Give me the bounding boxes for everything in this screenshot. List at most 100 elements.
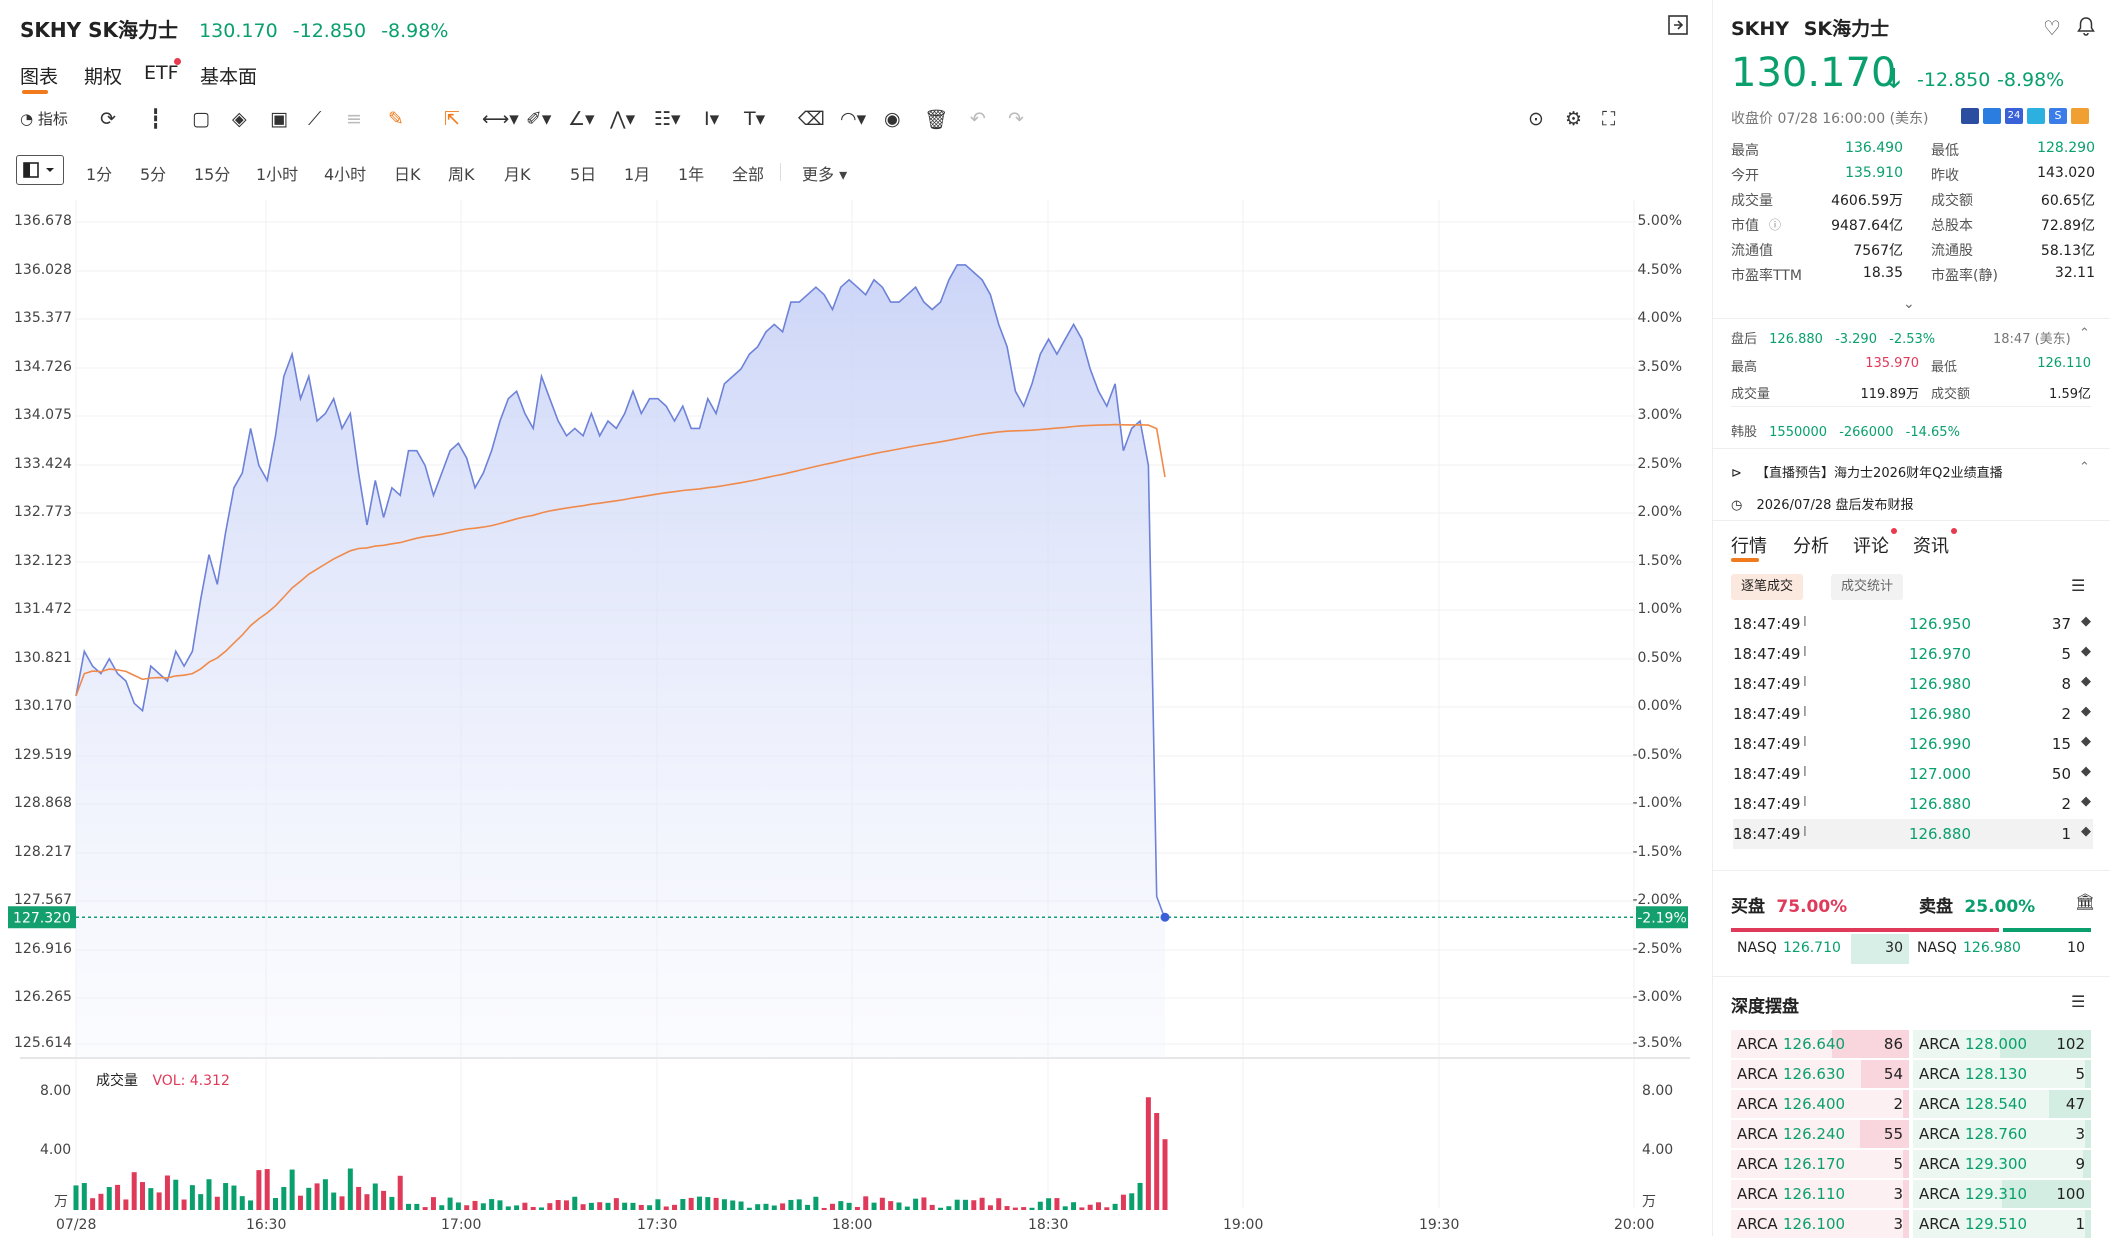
x-tick-7: 19:30	[1419, 1217, 1460, 1233]
period-8[interactable]: 5日	[570, 165, 597, 184]
camera-icon[interactable]: ⊙	[1528, 108, 1544, 130]
korea-pct: -14.65%	[1905, 425, 1960, 440]
y-tick-right-10: 0.00%	[1637, 698, 1682, 714]
period-7[interactable]: 月K	[504, 165, 531, 184]
volume-bar-123	[1095, 1202, 1101, 1210]
layout-select[interactable]	[16, 155, 64, 185]
period-3[interactable]: 1小时	[256, 165, 299, 184]
ask-qty: 102	[2056, 1035, 2085, 1053]
volume-bar-61	[580, 1204, 586, 1210]
volume-bar-44	[439, 1205, 445, 1210]
square-icon[interactable]: ▢	[192, 108, 210, 130]
list-settings-icon[interactable]: ☰	[2071, 576, 2086, 595]
layers-icon[interactable]: ◈	[232, 108, 247, 130]
bell-icon[interactable]	[2077, 16, 2095, 41]
volume-bar-68	[638, 1204, 644, 1210]
undo-icon[interactable]: ↶	[970, 108, 986, 130]
period-12[interactable]: 更多 ▾	[802, 165, 848, 184]
period-9[interactable]: 1月	[624, 165, 651, 184]
period-0[interactable]: 1分	[86, 165, 113, 184]
line-tool-icon[interactable]: ⟷▾	[482, 108, 519, 130]
redo-icon[interactable]: ↷	[1008, 108, 1024, 130]
tab-comments[interactable]: 评论	[1853, 536, 1889, 557]
expand-panel-icon[interactable]	[1666, 14, 1690, 38]
brush-icon[interactable]: ✐▾	[526, 108, 552, 130]
ask-depth-fill	[2085, 1060, 2091, 1088]
header-change: -12.850	[292, 20, 367, 42]
period-10[interactable]: 1年	[678, 165, 705, 184]
active-tab-underline	[22, 90, 48, 94]
tab-options[interactable]: 期权	[84, 66, 123, 88]
volume-bar-112	[1004, 1206, 1010, 1210]
pattern-icon[interactable]: ⋀▾	[610, 108, 636, 130]
period-4[interactable]: 4小时	[324, 165, 367, 184]
settings-gear-icon[interactable]: ⚙	[1565, 108, 1583, 130]
tab-analysis[interactable]: 分析	[1793, 536, 1829, 557]
stat-label-0-b: 最低	[1931, 143, 1959, 159]
period-6[interactable]: 周K	[448, 165, 475, 184]
volume-bar-2	[90, 1198, 96, 1210]
measure-icon[interactable]: ◠▾	[840, 108, 867, 130]
tab-chart[interactable]: 图表	[20, 66, 59, 88]
stat-value-3-a: 9487.64亿	[1831, 218, 1903, 234]
expand-stats-chevron-icon[interactable]: ⌄	[1903, 296, 1915, 312]
bid-price: 126.630	[1783, 1065, 1846, 1083]
tab-quote[interactable]: 行情	[1731, 536, 1767, 557]
pen-icon[interactable]: ✎	[388, 108, 404, 130]
volume-bar-86	[788, 1199, 794, 1210]
tab-etf[interactable]: ETF	[144, 62, 179, 84]
report-notice[interactable]: ◷ 2026/07/28 盘后发布财报	[1731, 494, 1914, 513]
ask-price: 128.540	[1965, 1095, 2028, 1113]
trade-stats-tab[interactable]: 成交统计	[1831, 574, 1904, 600]
x-tick-2: 17:00	[441, 1217, 482, 1233]
eye-icon[interactable]: ◉	[884, 108, 901, 130]
tab-news[interactable]: 资讯	[1913, 536, 1949, 557]
period-5[interactable]: 日K	[394, 165, 421, 184]
current-price-dot	[1160, 912, 1170, 922]
live-notice[interactable]: ⊳ 【直播预告】海力士2026财年Q2业绩直播 ⌃	[1731, 460, 2091, 481]
candle-icon[interactable]: ┇	[150, 108, 162, 130]
align-icon[interactable]: ≡	[346, 108, 362, 130]
indicator-button[interactable]: ◔ 指标	[20, 108, 68, 129]
bid-row: ARCA 126.640 86	[1731, 1030, 1909, 1058]
cursor-icon[interactable]: ⇱	[444, 108, 460, 130]
stat-label-2-a: 成交量	[1731, 193, 1773, 209]
info-circle-icon[interactable]: ⓘ	[1769, 218, 1782, 232]
volume-bar-117	[1046, 1198, 1052, 1210]
volume-bar-56	[539, 1207, 545, 1210]
stat-value-5-b: 32.11	[2054, 265, 2095, 281]
depth-settings-icon[interactable]: ☰	[2071, 992, 2086, 1011]
vwap-icon[interactable]: ▣	[270, 108, 288, 130]
vol-tick-right-1: 4.00	[1642, 1142, 1674, 1158]
favorite-heart-icon[interactable]: ♡	[2043, 16, 2061, 40]
trash-icon[interactable]: 🗑	[924, 109, 949, 131]
fullscreen-icon[interactable]: ⛶	[1602, 108, 1616, 130]
collapse-chevron-icon[interactable]: ⌃	[2079, 460, 2090, 475]
y-tick-right-13: -1.50%	[1632, 844, 1682, 860]
price-chart[interactable]: 127.320 -2.19%	[0, 195, 1710, 1236]
tick-by-tick-tab[interactable]: 逐笔成交	[1731, 574, 1804, 600]
replay-icon[interactable]: ⟳	[100, 108, 116, 130]
period-2[interactable]: 15分	[194, 165, 231, 184]
bbo-row: NASQ 126.710 30 NASQ 126.980 10	[1731, 934, 2091, 964]
sidebar-title: SKHY SK海力士	[1731, 14, 1889, 41]
period-1[interactable]: 5分	[140, 165, 167, 184]
trade-qty: 2	[2061, 795, 2071, 813]
tab-fundamentals[interactable]: 基本面	[200, 66, 258, 88]
bank-icon[interactable]: 🏛	[2075, 892, 2096, 911]
trade-price: 126.880	[1908, 825, 1971, 843]
eraser-icon[interactable]: ⌫	[798, 108, 825, 130]
compare-icon[interactable]: ⟋	[308, 108, 322, 130]
sell-pct: 25.00%	[1964, 897, 2036, 917]
fib-icon[interactable]: ☷▾	[654, 108, 681, 130]
angle-icon[interactable]: ∠▾	[568, 108, 595, 130]
trade-time: 18:47:49	[1733, 645, 1801, 663]
ask-price: 129.510	[1965, 1215, 2028, 1233]
volume-bar-23	[264, 1169, 270, 1210]
play-icon: ⊳	[1731, 466, 1742, 481]
text-cursor-icon[interactable]: I▾	[704, 108, 720, 130]
bid-exchange: ARCA	[1737, 1155, 1778, 1173]
collapse-chevron-icon[interactable]: ⌃	[2079, 326, 2090, 341]
text-icon[interactable]: T▾	[744, 108, 766, 130]
period-11[interactable]: 全部	[732, 165, 765, 184]
